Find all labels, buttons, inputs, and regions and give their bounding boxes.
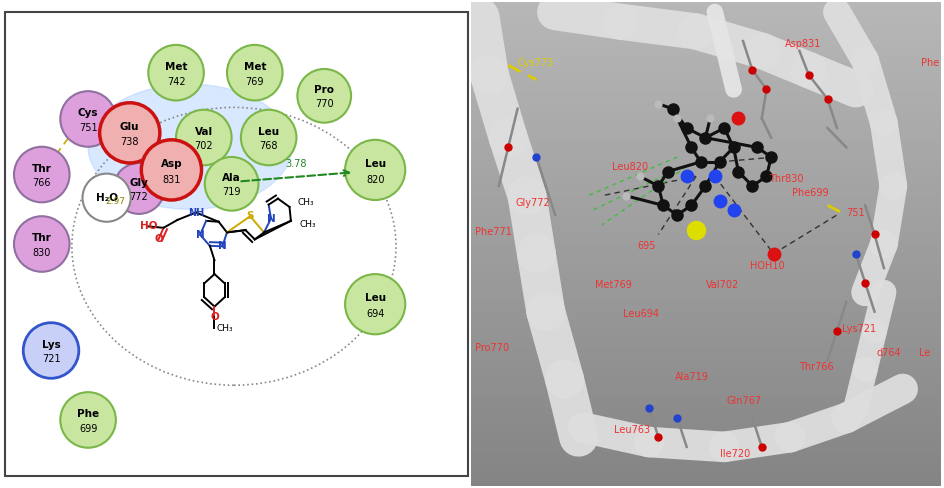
Text: 3.78: 3.78 <box>285 159 307 169</box>
Text: Ile720: Ile720 <box>718 449 749 459</box>
Text: Thr: Thr <box>32 164 52 174</box>
Text: N: N <box>266 214 275 224</box>
Text: CH₃: CH₃ <box>297 198 314 207</box>
Text: Glu: Glu <box>120 122 140 132</box>
Text: 699: 699 <box>78 424 97 434</box>
Text: CH₃: CH₃ <box>216 324 233 333</box>
Text: Leu: Leu <box>364 159 385 169</box>
Text: HOH10: HOH10 <box>750 261 784 271</box>
Text: d764: d764 <box>876 348 901 358</box>
Text: 820: 820 <box>365 175 384 184</box>
Text: 769: 769 <box>245 77 263 86</box>
Text: Val702: Val702 <box>704 280 738 290</box>
Text: Phe: Phe <box>920 58 938 68</box>
Text: NH: NH <box>188 207 204 218</box>
Text: Pro770: Pro770 <box>475 343 509 353</box>
Ellipse shape <box>350 285 399 324</box>
Text: Val: Val <box>194 127 212 137</box>
Text: Le: Le <box>919 348 930 358</box>
Circle shape <box>227 45 282 101</box>
Text: S: S <box>246 211 254 221</box>
Circle shape <box>205 157 259 211</box>
Text: 766: 766 <box>32 179 51 188</box>
Text: 751: 751 <box>846 207 864 218</box>
Circle shape <box>24 323 78 378</box>
Text: Thr766: Thr766 <box>799 362 834 372</box>
Text: 719: 719 <box>222 187 241 198</box>
Text: H₂O: H₂O <box>95 193 117 203</box>
Text: Thr830: Thr830 <box>768 174 802 184</box>
Circle shape <box>142 140 201 200</box>
Text: Ala: Ala <box>222 173 241 183</box>
Text: O: O <box>210 312 219 322</box>
Text: 751: 751 <box>78 123 97 133</box>
Circle shape <box>345 274 405 334</box>
Ellipse shape <box>88 84 292 209</box>
Text: Met: Met <box>244 62 266 72</box>
Circle shape <box>60 91 116 147</box>
Text: N: N <box>195 230 204 240</box>
Text: 695: 695 <box>636 242 655 251</box>
Circle shape <box>14 147 70 203</box>
Circle shape <box>60 392 116 448</box>
Text: Leu: Leu <box>258 127 278 137</box>
Circle shape <box>176 110 231 165</box>
Text: Phe: Phe <box>76 409 99 419</box>
Text: Ala719: Ala719 <box>674 372 708 382</box>
Text: Thr: Thr <box>32 233 52 244</box>
Text: Asp831: Asp831 <box>784 39 820 48</box>
Text: Leu: Leu <box>364 293 385 303</box>
Circle shape <box>345 140 405 200</box>
Text: Leu763: Leu763 <box>614 425 649 435</box>
Text: Phe771: Phe771 <box>475 227 512 237</box>
Circle shape <box>113 163 164 214</box>
Text: 702: 702 <box>194 142 213 151</box>
Text: Cys: Cys <box>77 108 98 119</box>
Text: Met: Met <box>164 62 187 72</box>
Text: Gln767: Gln767 <box>726 396 761 406</box>
Text: Phe699: Phe699 <box>791 188 828 198</box>
Text: 830: 830 <box>32 248 51 258</box>
Text: Lys: Lys <box>42 340 60 350</box>
Text: 768: 768 <box>260 142 278 151</box>
Text: HO: HO <box>140 222 157 231</box>
Ellipse shape <box>63 400 112 440</box>
Text: Asp: Asp <box>160 159 182 169</box>
Text: Leu694: Leu694 <box>623 309 659 319</box>
Text: Gly: Gly <box>129 178 148 188</box>
Circle shape <box>148 45 204 101</box>
Text: 738: 738 <box>121 138 139 147</box>
Circle shape <box>297 69 351 122</box>
Text: 770: 770 <box>314 100 333 109</box>
Text: Lys721: Lys721 <box>841 324 875 333</box>
Text: 2.97: 2.97 <box>106 197 126 206</box>
Circle shape <box>99 103 160 163</box>
Text: 694: 694 <box>365 309 384 319</box>
Text: Pro: Pro <box>314 85 334 96</box>
Circle shape <box>241 110 296 165</box>
Circle shape <box>14 216 70 272</box>
Text: 742: 742 <box>166 77 185 86</box>
Text: O: O <box>154 234 162 244</box>
Text: Cys773: Cys773 <box>517 58 553 68</box>
Ellipse shape <box>350 150 399 190</box>
Text: 831: 831 <box>162 175 180 184</box>
Text: CH₃: CH₃ <box>299 220 315 229</box>
Text: Gly772: Gly772 <box>514 198 549 208</box>
Text: Met769: Met769 <box>595 280 632 290</box>
Text: 721: 721 <box>42 354 60 365</box>
Text: Leu820: Leu820 <box>611 162 647 172</box>
Text: 772: 772 <box>129 192 148 202</box>
Circle shape <box>82 174 130 222</box>
Text: N: N <box>218 241 227 251</box>
